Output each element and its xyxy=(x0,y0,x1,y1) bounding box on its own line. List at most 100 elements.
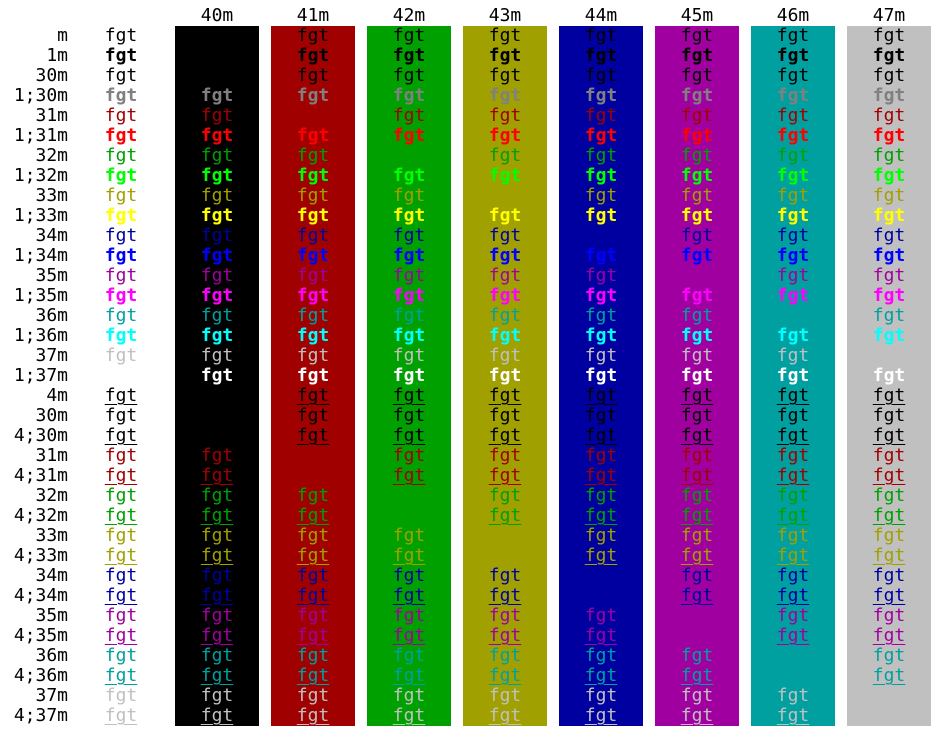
sample-cell: fgt xyxy=(584,705,618,726)
sample-cell: fgt xyxy=(584,145,618,166)
row-label: 1;30m xyxy=(13,85,68,106)
sample-cell: fgt xyxy=(296,605,330,626)
sample-cell: fgt xyxy=(488,45,522,66)
sample-cell: fgt xyxy=(776,185,810,206)
row-label: 35m xyxy=(35,605,68,626)
sample-cell: fgt xyxy=(680,445,714,466)
sample-cell: fgt xyxy=(200,525,234,546)
column-header-44m: 44m xyxy=(584,5,618,26)
sample-cell: fgt xyxy=(104,285,138,306)
sample-cell: fgt xyxy=(104,405,138,426)
sample-cell: fgt xyxy=(680,585,714,606)
sample-cell: fgt xyxy=(584,25,618,46)
sample-cell: fgt xyxy=(584,605,618,626)
sample-cell: fgt xyxy=(776,405,810,426)
sample-cell: fgt xyxy=(392,625,426,646)
sample-cell: fgt xyxy=(680,545,714,566)
sample-cell: fgt xyxy=(392,465,426,486)
sample-cell: fgt xyxy=(488,245,522,266)
sample-cell: fgt xyxy=(200,145,234,166)
sample-cell: fgt xyxy=(776,125,810,146)
sample-cell: fgt xyxy=(200,625,234,646)
sample-cell: fgt xyxy=(392,285,426,306)
sample-cell: fgt xyxy=(296,325,330,346)
sample-cell: fgt xyxy=(776,605,810,626)
sample-cell: fgt xyxy=(392,405,426,426)
sample-cell: fgt xyxy=(776,265,810,286)
sample-cell: fgt xyxy=(776,205,810,226)
background-column-46m xyxy=(751,26,835,726)
row-label: 1;37m xyxy=(13,365,68,386)
sample-cell: fgt xyxy=(200,185,234,206)
sample-cell: fgt xyxy=(392,345,426,366)
sample-cell: fgt xyxy=(296,205,330,226)
sample-cell: fgt xyxy=(296,165,330,186)
sample-cell: fgt xyxy=(296,705,330,726)
sample-cell: fgt xyxy=(392,705,426,726)
sample-cell: fgt xyxy=(776,85,810,106)
sample-cell: fgt xyxy=(200,585,234,606)
sample-cell: fgt xyxy=(200,605,234,626)
row-label: 4;31m xyxy=(13,465,68,486)
sample-cell: fgt xyxy=(296,585,330,606)
sample-cell: fgt xyxy=(200,205,234,226)
sample-cell: fgt xyxy=(776,505,810,526)
row-label: 1;31m xyxy=(13,125,68,146)
sample-cell: fgt xyxy=(488,505,522,526)
sample-cell: fgt xyxy=(200,365,234,386)
sample-cell: fgt xyxy=(296,125,330,146)
sample-cell: fgt xyxy=(200,265,234,286)
sample-cell: fgt xyxy=(680,285,714,306)
sample-cell: fgt xyxy=(296,485,330,506)
sample-cell: fgt xyxy=(488,645,522,666)
sample-cell: fgt xyxy=(584,485,618,506)
sample-cell: fgt xyxy=(872,25,906,46)
sample-cell: fgt xyxy=(392,65,426,86)
sample-cell: fgt xyxy=(296,185,330,206)
background-column-44m xyxy=(559,26,643,726)
sample-cell: fgt xyxy=(200,685,234,706)
sample-cell: fgt xyxy=(296,405,330,426)
sample-cell: fgt xyxy=(584,365,618,386)
sample-cell: fgt xyxy=(488,585,522,606)
sample-cell: fgt xyxy=(296,25,330,46)
row-label: 4;33m xyxy=(13,545,68,566)
background-column-45m xyxy=(655,26,739,726)
sample-cell: fgt xyxy=(776,165,810,186)
sample-cell: fgt xyxy=(200,545,234,566)
sample-cell: fgt xyxy=(584,625,618,646)
sample-cell: fgt xyxy=(200,465,234,486)
sample-cell: fgt xyxy=(584,465,618,486)
sample-cell: fgt xyxy=(776,65,810,86)
sample-cell: fgt xyxy=(872,125,906,146)
sample-cell: fgt xyxy=(296,645,330,666)
sample-cell: fgt xyxy=(104,565,138,586)
row-label: 35m xyxy=(35,265,68,286)
sample-cell: fgt xyxy=(488,205,522,226)
sample-cell: fgt xyxy=(200,165,234,186)
sample-cell: fgt xyxy=(104,25,138,46)
sample-cell: fgt xyxy=(584,505,618,526)
sample-cell: fgt xyxy=(104,145,138,166)
sample-cell: fgt xyxy=(296,145,330,166)
sample-cell: fgt xyxy=(584,525,618,546)
sample-cell: fgt xyxy=(488,105,522,126)
sample-cell: fgt xyxy=(296,385,330,406)
sample-cell: fgt xyxy=(872,145,906,166)
sample-cell: fgt xyxy=(872,485,906,506)
sample-cell: fgt xyxy=(584,405,618,426)
row-label: 34m xyxy=(35,225,68,246)
sample-cell: fgt xyxy=(392,305,426,326)
sample-cell: fgt xyxy=(680,145,714,166)
sample-cell: fgt xyxy=(680,45,714,66)
sample-cell: fgt xyxy=(392,665,426,686)
sample-cell: fgt xyxy=(584,165,618,186)
sample-cell: fgt xyxy=(200,565,234,586)
sample-cell: fgt xyxy=(584,45,618,66)
sample-cell: fgt xyxy=(776,345,810,366)
sample-cell: fgt xyxy=(104,305,138,326)
sample-cell: fgt xyxy=(200,485,234,506)
sample-cell: fgt xyxy=(776,145,810,166)
sample-cell: fgt xyxy=(872,625,906,646)
sample-cell: fgt xyxy=(392,325,426,346)
